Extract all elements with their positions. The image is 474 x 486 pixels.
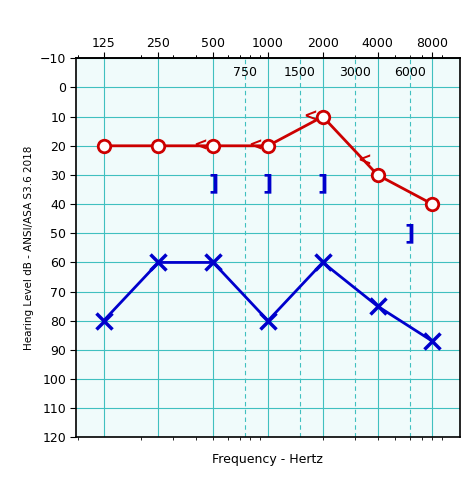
Text: <: < xyxy=(358,151,372,170)
Y-axis label: Hearing Level dB - ANSI/ASA S3.6 2018: Hearing Level dB - ANSI/ASA S3.6 2018 xyxy=(24,146,34,350)
Text: ]: ] xyxy=(263,174,273,194)
Text: ]: ] xyxy=(208,174,219,194)
Text: <: < xyxy=(303,107,317,126)
X-axis label: Frequency - Hertz: Frequency - Hertz xyxy=(212,453,323,466)
Text: ]: ] xyxy=(404,223,415,243)
Text: <: < xyxy=(248,137,262,155)
Text: <: < xyxy=(193,137,207,155)
Text: ]: ] xyxy=(318,174,328,194)
